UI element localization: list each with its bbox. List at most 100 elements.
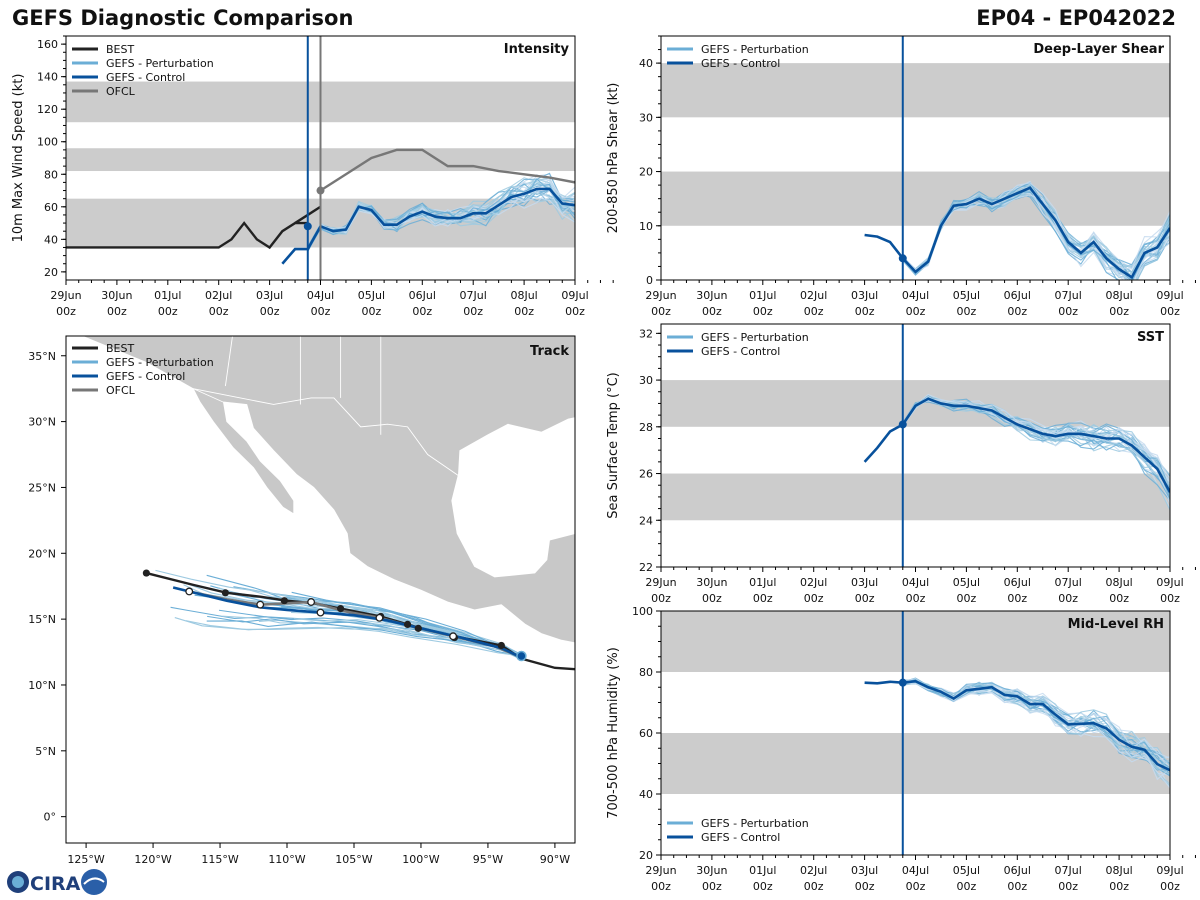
intensity-ytick-label: 160 [37,38,58,51]
rh-xtick-day: 09Jul [1156,864,1183,877]
intensity-xtick-day: 09Jul [561,289,588,302]
intensity-xtick-hour: 00z [107,305,127,318]
intensity-xtick-hour: 00z [209,305,229,318]
sst-xtick-day: 03Jul [851,576,878,589]
track-land-baja [192,388,295,515]
shear-ylabel: 200-850 hPa Shear (kt) [606,83,621,234]
track-best-dot [221,589,229,597]
rh-xtick-day: 06Jul [1004,864,1031,877]
intensity-ytick-label: 120 [37,103,58,116]
sst-ytick-label: 22 [639,561,653,574]
intensity-xtick-day: 02Jul [205,289,232,302]
figure-title: GEFS Diagnostic Comparison [12,6,354,30]
intensity-xtick-day: 01Jul [154,289,181,302]
intensity-title: Intensity [504,42,570,57]
shear-control-line [864,186,1170,280]
track-control-line [172,586,522,659]
rh-band-0 [661,733,1170,794]
sst-ytick-label: 30 [639,374,653,387]
intensity-ytick-label: 140 [37,71,58,84]
track-best-dot [497,641,505,650]
intensity-legend-label: OFCL [106,85,136,98]
rh-xtick-day: 01Jul [749,864,776,877]
rh-ylabel: 700-500 hPa Humidity (%) [606,647,621,819]
rh-xtick-hour: 00z [855,880,875,893]
track-ytick-label: 30°N [28,416,56,429]
rh-legend-label: GEFS - Control [701,831,780,844]
shear-legend-label: GEFS - Perturbation [701,43,809,56]
track-xtick-label: 95°W [473,853,503,866]
track-land-mainland [81,336,575,644]
intensity-legend-label: BEST [106,43,134,56]
intensity-ylabel: 10m Max Wind Speed (kt) [11,74,26,243]
shear-xtick-hour: 00z [702,305,722,318]
rh-legend-label: GEFS - Perturbation [701,817,809,830]
intensity-xtick-hour: 00z [412,305,432,318]
rh-xtick-day: 04Jul [902,864,929,877]
track-best-dot [414,624,422,632]
sst-xtick-day: 09Jul [1156,576,1183,589]
noaa-logo-icon [81,869,107,895]
track-plot-area [81,336,575,671]
shear-ytick-label: 20 [639,166,653,179]
track-legend-label: GEFS - Control [106,370,185,383]
intensity-ytick-label: 20 [44,266,58,279]
rh-xtick-day: 07Jul [1055,864,1082,877]
shear-perturbation-line [902,186,1170,280]
track-ytick-label: 25°N [28,481,56,494]
track-perturbation-line [222,615,522,661]
intensity-xtick-hour: 00z [158,305,178,318]
intensity-xtick-hour: 00z [463,305,483,318]
intensity-xtick-day: 05Jul [358,289,385,302]
sst-title: SST [1137,330,1164,345]
rh-panel: 20 40 60 80 100 29Jun 00z 30Jun 00z 01Jul 00z 02Jul… [606,605,1196,893]
sst-panel: 22 24 26 28 30 32 29Jun 00z 30Jun 00z 01Jul 00z 02Ju… [606,323,1196,605]
intensity-xtick-day: 29Jun [50,289,81,302]
track-xtick-label: 115°W [201,853,238,866]
rh-xtick-day: 29Jun [645,864,676,877]
track-panel: 125°W 120°W 115°W 110°W 105°W 100°W 95°W 90°W 0°… [28,335,576,866]
track-perturbation-line [174,617,522,657]
rh-xtick-hour: 00z [906,880,926,893]
rh-control-marker [898,678,907,687]
sst-xtick-day: 05Jul [953,576,980,589]
shear-xtick-hour: 00z [957,305,977,318]
rh-xtick-day: 30Jun [696,864,727,877]
track-ytick-label: 5°N [35,745,56,758]
intensity-ofcl-marker [316,186,325,195]
track-ofcl-dot [316,608,325,617]
rh-ytick-label: 20 [639,849,653,862]
cira-globe-inner-icon [12,876,24,888]
rh-xtick-hour: 00z [1109,880,1129,893]
intensity-ytick-label: 80 [44,168,58,181]
track-ytick-label: 15°N [28,613,56,626]
shear-ytick-label: 40 [639,57,653,70]
track-legend-label: BEST [106,342,134,355]
shear-xtick-hour: 00z [1109,305,1129,318]
rh-xtick-hour: 00z [1160,880,1180,893]
intensity-xtick-hour: 00z [56,305,76,318]
shear-band-0 [661,171,1170,226]
sst-xtick-hour: 00z [1160,592,1180,605]
rh-perturbation-line [902,681,1170,765]
rh-xtick-hour: 00z [804,880,824,893]
track-ofcl-dot [449,632,458,641]
intensity-xtick-day: 03Jul [256,289,283,302]
intensity-xtick-day: 30Jun [101,289,132,302]
track-xtick-label: 120°W [134,853,171,866]
shear-xtick-day: 06Jul [1004,289,1031,302]
sst-xtick-day: 06Jul [1004,576,1031,589]
track-xtick-label: 105°W [335,853,372,866]
rh-xtick-day: 03Jul [851,864,878,877]
shear-xtick-hour: 00z [855,305,875,318]
shear-xtick-hour: 00z [906,305,926,318]
shear-ytick-label: 10 [639,220,653,233]
sst-ytick-label: 24 [639,514,653,527]
sst-plot-area [661,380,1170,521]
sst-xtick-hour: 00z [957,592,977,605]
rh-xtick-hour: 00z [702,880,722,893]
rh-ytick-label: 40 [639,788,653,801]
intensity-ytick-label: 60 [44,201,58,214]
sst-xtick-hour: 00z [651,592,671,605]
intensity-ytick-label: 40 [44,233,58,246]
